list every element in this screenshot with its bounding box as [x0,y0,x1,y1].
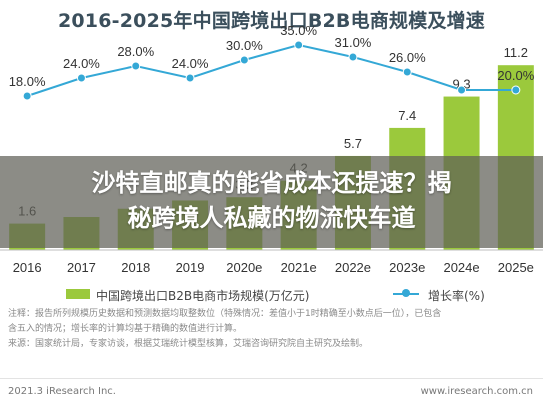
headline-line-1: 沙特直邮真的能省成本还提速？揭 [91,169,452,197]
headline-overlay [0,156,543,248]
growth-value-label: 24.0% [63,56,100,71]
x-tick-label: 2020e [226,260,262,275]
legend-line-dot-icon [402,289,410,297]
growth-value-label: 26.0% [389,50,426,65]
chart-notes: 注释：报告所列规模历史数据和预测数据均取整数位（特殊情况：差值小于1时精确至小数… [8,307,538,352]
growth-point [402,67,412,77]
x-tick-label: 2025e [498,260,534,275]
x-tick-label: 2016 [13,260,42,275]
headline-text[interactable]: 沙特直邮真的能省成本还提速？揭 秘跨境人私藏的物流快车道 [10,166,533,236]
x-tick-label: 2021e [281,260,317,275]
x-tick-label: 2017 [67,260,96,275]
growth-point [457,85,467,95]
growth-point [131,61,141,71]
bar-value-label: 5.7 [344,136,362,151]
growth-point [239,55,249,65]
growth-line [26,43,516,97]
headline-line-2: 秘跨境人私藏的物流快车道 [127,204,416,232]
chart-legend: 中国跨境出口B2B电商市场规模(万亿元) 增长率(%) [0,283,543,305]
x-tick-label: 2023e [389,260,425,275]
x-tick-label: 2018 [121,260,150,275]
footer-divider [0,378,543,379]
growth-value-label: 18.0% [9,74,46,89]
growth-point [185,73,195,83]
legend-bar-label: 中国跨境出口B2B电商市场规模(万亿元) [96,289,310,303]
x-tick-label: 2022e [335,260,371,275]
growth-point [511,85,521,95]
growth-point [22,91,32,101]
note-line: 来源：国家统计局，专家访谈，根据艾瑞统计模型核算，艾瑞咨询研究院自主研究及绘制。 [8,339,369,349]
chart-title: 2016-2025年中国跨境出口B2B电商规模及增速 [57,10,486,32]
growth-value-label: 35.0% [280,23,317,38]
legend-bar-swatch [66,289,90,299]
x-tick-label: 2019 [176,260,205,275]
legend-line-label: 增长率(%) [428,289,485,303]
note-line: 注释：报告所列规模历史数据和预测数据均取整数位（特殊情况：差值小于1时精确至小数… [8,309,442,319]
growth-point [348,52,358,62]
growth-point [76,73,86,83]
growth-point [294,40,304,50]
note-line: 含五入的情况；增长率的计算均基于精确的数值进行计算。 [8,324,243,334]
footer-website[interactable]: www.iresearch.com.cn [420,386,533,397]
growth-value-label: 31.0% [335,35,372,50]
growth-value-label: 30.0% [226,38,263,53]
growth-value-label: 28.0% [117,44,154,59]
growth-value-label: 20.0% [497,68,534,83]
footer-copyright: 2021.3 iResearch Inc. [8,386,116,397]
bar-value-label: 11.2 [504,45,528,60]
bar-value-label: 7.4 [398,108,416,123]
x-tick-label: 2024e [443,260,479,275]
growth-value-label: 24.0% [172,56,209,71]
